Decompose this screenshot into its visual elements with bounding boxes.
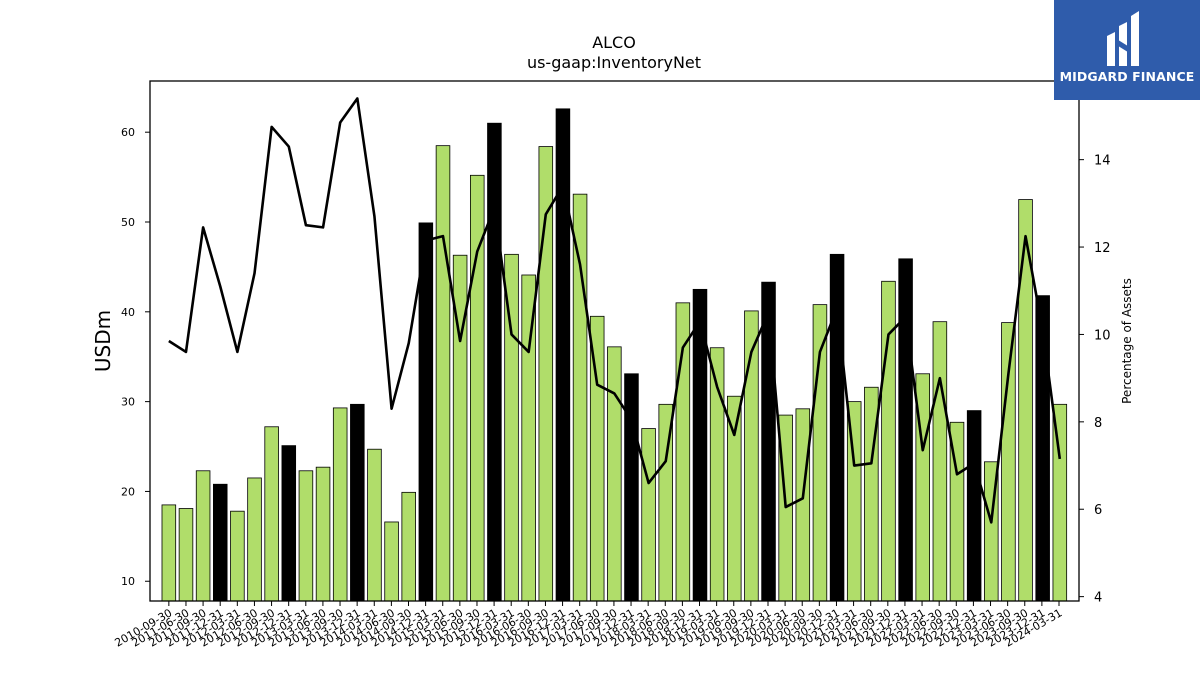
bar-2011-09-30 xyxy=(212,483,228,602)
chart-title: ALCO xyxy=(592,33,636,52)
line-layer xyxy=(168,97,1062,524)
y-tick-label-20: 20 xyxy=(121,485,135,498)
bar-2016-09-30 xyxy=(555,108,571,602)
bar-2012-12-31 xyxy=(298,470,314,602)
y2-axis-label: Percentage of Assets xyxy=(1120,278,1134,404)
bar-2013-03-31 xyxy=(315,466,331,602)
y2-tick-label-4: 4 xyxy=(1094,591,1102,606)
bar-2019-03-31 xyxy=(727,395,742,602)
bar-2020-09-30 xyxy=(829,253,845,602)
bar-2017-06-30 xyxy=(607,346,622,602)
bar-2017-12-31 xyxy=(641,428,656,602)
y-tick-label-30: 30 xyxy=(121,396,135,409)
bar-2023-12-31 xyxy=(1052,403,1068,602)
y2-tick-label-6: 6 xyxy=(1094,503,1102,518)
y-tick-label-40: 40 xyxy=(121,306,135,319)
bar-2023-09-30 xyxy=(1035,295,1050,602)
y-axis-right: 4 6 8 10 12 14 xyxy=(1079,154,1111,606)
bar-2021-09-30 xyxy=(898,258,913,602)
bar-2016-03-31 xyxy=(521,274,536,602)
brand-name: MIDGARD FINANCE xyxy=(1059,69,1195,84)
bar-2013-12-31 xyxy=(367,448,382,602)
bar-2013-09-30 xyxy=(350,403,365,602)
midgard-logo-icon xyxy=(1107,11,1139,66)
line-series-percentage xyxy=(168,97,1062,524)
bar-2022-09-30 xyxy=(966,410,982,602)
bar-2022-03-31 xyxy=(932,321,948,602)
bar-2014-03-31 xyxy=(384,521,399,602)
bar-2010-09-30 xyxy=(161,504,177,602)
y2-tick-label-14: 14 xyxy=(1094,154,1111,169)
bar-2011-12-31 xyxy=(230,510,245,602)
bar-2014-06-30 xyxy=(401,491,416,602)
bar-2012-06-30 xyxy=(264,426,279,602)
x-axis: 2010-09-302011-06-302011-09-302011-12-31… xyxy=(112,601,1065,650)
chart-subtitle: us-gaap:InventoryNet xyxy=(527,53,701,72)
y-tick-label-50: 50 xyxy=(121,216,135,229)
bar-2020-03-31 xyxy=(795,408,811,602)
y-tick-label-10: 10 xyxy=(121,575,135,588)
brand-logo: MIDGARD FINANCE xyxy=(1054,0,1200,100)
bar-2014-09-30 xyxy=(418,222,434,602)
bar-2011-03-31 xyxy=(195,470,211,602)
bar-2010-12-31 xyxy=(178,508,194,602)
bar-2014-12-31 xyxy=(435,145,451,602)
bar-2019-09-30 xyxy=(761,281,776,602)
bar-2012-09-30 xyxy=(281,445,297,602)
y2-tick-label-8: 8 xyxy=(1094,416,1102,431)
bar-2017-09-30 xyxy=(624,373,639,602)
y2-tick-label-12: 12 xyxy=(1094,241,1111,256)
bar-2013-06-30 xyxy=(332,407,348,602)
y-axis-left: 10 20 30 40 50 60 xyxy=(121,126,150,588)
y-tick-label-60: 60 xyxy=(121,126,135,139)
plot-frame xyxy=(149,80,1080,602)
bar-2016-12-31 xyxy=(572,193,588,602)
bar-2015-09-30 xyxy=(487,122,502,602)
bar-2012-03-31 xyxy=(247,477,262,602)
y-axis-label: USDm xyxy=(91,310,115,372)
y2-tick-label-10: 10 xyxy=(1094,328,1111,343)
